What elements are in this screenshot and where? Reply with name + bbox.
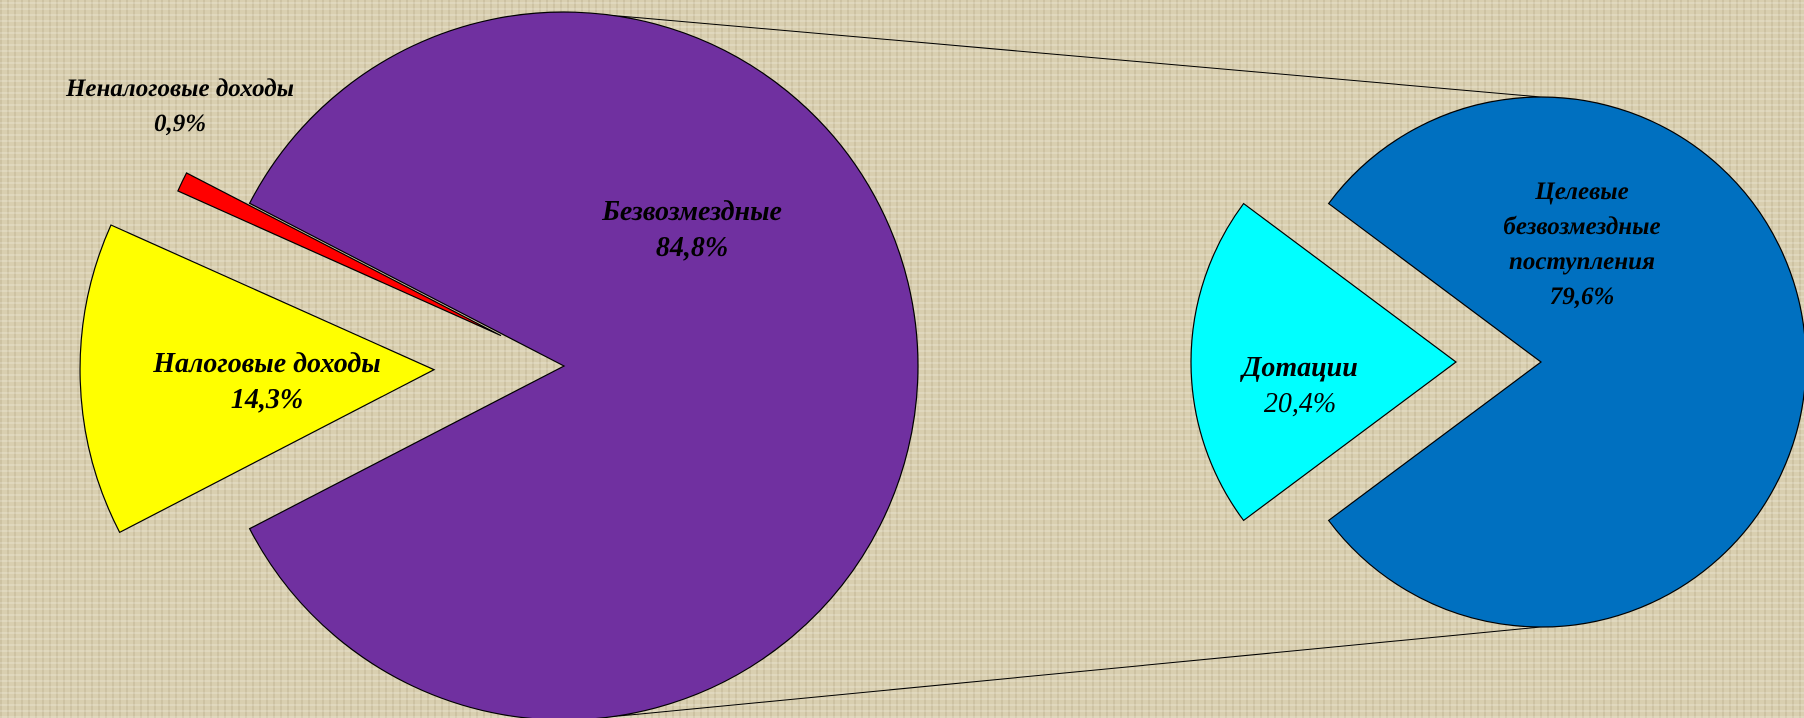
slice-label: Неналоговые доходы 0,9% [66, 71, 294, 141]
slice-name: Дотации [1242, 352, 1358, 383]
slice-label: Налоговые доходы 14,3% [153, 346, 380, 418]
slice-value: 84,8% [655, 232, 729, 263]
slice-value: 79,6% [1549, 283, 1615, 310]
slice-label: Безвозмездные 84,8% [602, 194, 782, 266]
pie-slice [1327, 96, 1804, 628]
connector-line [613, 626, 1542, 718]
slice-label: Дотации 20,4% [1242, 350, 1358, 422]
slice-label: Целевые безвозмездные поступления 79,6% [1471, 174, 1693, 314]
connector-line [613, 14, 1542, 98]
slice-value: 20,4% [1263, 388, 1337, 419]
slice-name: Целевые безвозмездные поступления [1503, 178, 1661, 275]
pie-slice [1190, 202, 1458, 522]
slice-value: 14,3% [230, 384, 304, 415]
slice-value: 0,9% [153, 110, 207, 137]
pie-slice [248, 11, 919, 718]
slice-name: Налоговые доходы [153, 348, 381, 379]
pie-slice [177, 172, 502, 337]
pie-slice [79, 224, 436, 534]
slice-name: Неналоговые доходы [65, 75, 295, 102]
slice-name: Безвозмездные [602, 196, 782, 227]
